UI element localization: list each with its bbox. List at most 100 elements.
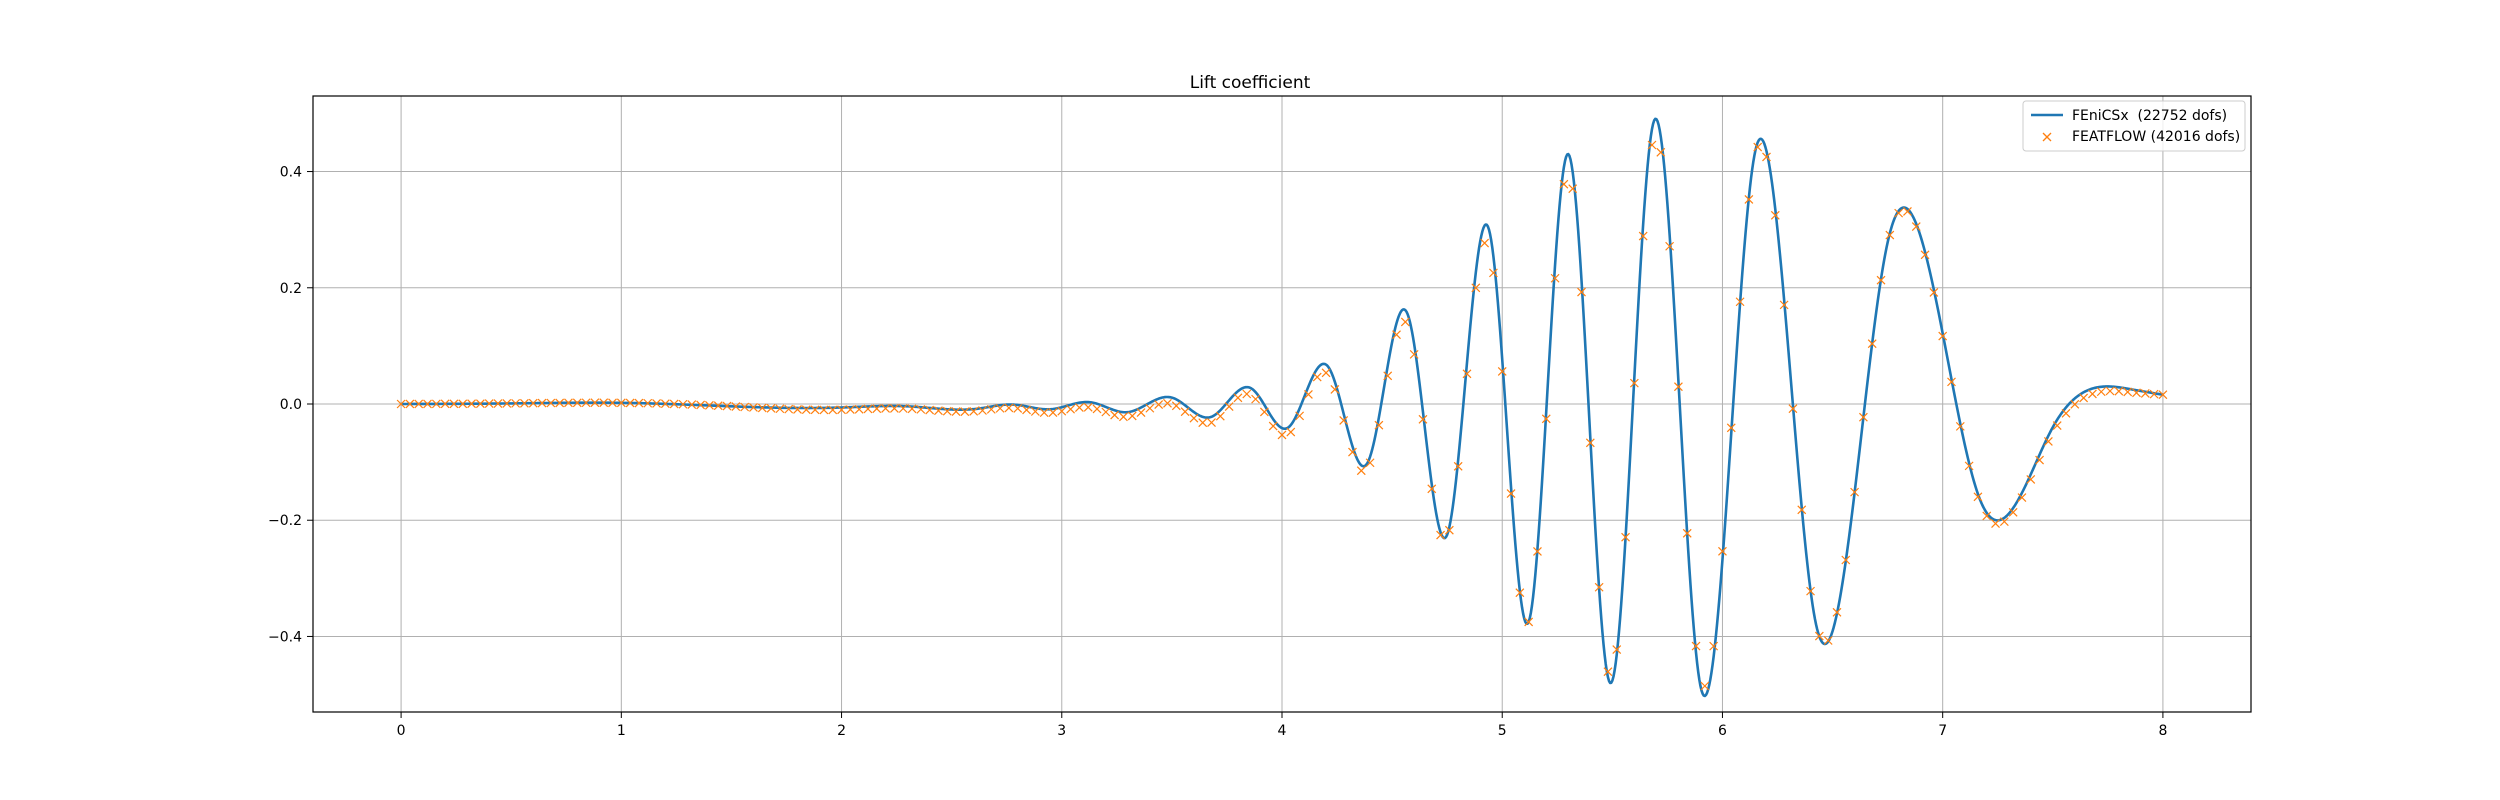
featflow-marker (2070, 399, 2080, 409)
x-tick-label: 1 (617, 723, 626, 739)
featflow-marker (1999, 517, 2009, 527)
featflow-marker (1823, 636, 1833, 645)
x-tick-label: 2 (837, 723, 846, 739)
x-tick-label: 7 (1938, 723, 1947, 739)
featflow-marker (1224, 402, 1234, 411)
featflow-marker (995, 403, 1005, 413)
featflow-marker (1198, 418, 1208, 428)
featflow-marker (2140, 389, 2150, 398)
featflow-marker (2061, 408, 2071, 418)
x-tick-label: 5 (1498, 723, 1507, 739)
featflow-marker (519, 398, 529, 408)
featflow-marker (1903, 207, 1912, 216)
featflow-marker (1286, 427, 1296, 437)
featflow-marker (1973, 492, 1983, 502)
featflow-marker (1268, 421, 1278, 431)
featflow-marker (572, 398, 582, 408)
featflow-marker (925, 405, 935, 415)
featflow-marker (1374, 420, 1384, 430)
featflow-marker (1779, 300, 1789, 310)
featflow-marker (969, 406, 979, 416)
featflow-marker (660, 399, 670, 409)
featflow-marker (898, 404, 908, 413)
featflow-marker (1691, 641, 1701, 651)
featflow-marker (1524, 617, 1534, 627)
featflow-marker (1110, 410, 1120, 420)
featflow-marker (704, 400, 714, 410)
featflow-marker (2123, 387, 2133, 397)
featflow-marker (1603, 667, 1613, 677)
y-tick-label: 0.2 (280, 281, 302, 297)
featflow-marker (1735, 297, 1745, 307)
featflow-marker (1004, 403, 1014, 413)
featflow-marker (502, 399, 512, 408)
featflow-marker (2008, 507, 2018, 517)
featflow-marker (599, 398, 609, 408)
featflow-marker (1955, 421, 1965, 431)
grid-lines (313, 96, 2251, 712)
featflow-marker (1612, 645, 1622, 655)
featflow-marker (1700, 681, 1710, 691)
featflow-marker (1444, 525, 1454, 535)
series-layer (396, 117, 2168, 698)
featflow-marker (1383, 371, 1393, 381)
featflow-marker (1339, 415, 1349, 425)
legend-fenicsx-label: FEniCSx (22752 dofs) (2072, 108, 2227, 124)
featflow-marker (2017, 493, 2027, 502)
featflow-marker (819, 405, 829, 415)
featflow-marker (1136, 408, 1146, 417)
featflow-marker (1453, 461, 1463, 471)
featflow-marker (1876, 275, 1886, 285)
featflow-marker (1127, 411, 1137, 421)
featflow-marker (1744, 195, 1754, 204)
featflow-marker (1215, 411, 1225, 421)
axis-ticks: 0 1 2 3 4 5 6 7 8 −0.4 −0.2 0.0 0.2 0.4 (268, 165, 2167, 739)
featflow-marker (951, 407, 961, 417)
featflow-marker (1163, 398, 1172, 408)
featflow-marker (1841, 555, 1851, 565)
featflow-marker (1585, 438, 1595, 448)
featflow-marker (405, 399, 415, 409)
featflow-marker (872, 404, 882, 414)
featflow-marker (1577, 287, 1586, 297)
featflow-marker (713, 401, 723, 411)
featflow-marker (555, 398, 565, 408)
featflow-marker (1629, 378, 1639, 388)
featflow-marker (1400, 317, 1410, 327)
featflow-marker (643, 398, 653, 408)
featflow-marker (1083, 402, 1093, 412)
featflow-marker (1348, 447, 1357, 457)
legend: FEniCSx (22752 dofs) FEATFLOW (42016 dof… (2022, 100, 2246, 152)
featflow-marker (1092, 404, 1102, 414)
featflow-marker (1885, 230, 1895, 240)
featflow-marker (722, 401, 732, 411)
featflow-marker (1321, 368, 1331, 378)
featflow-marker (1594, 582, 1604, 592)
featflow-marker (1119, 412, 1128, 422)
featflow-marker (889, 403, 899, 413)
featflow-marker (2149, 389, 2159, 399)
featflow-marker (1462, 369, 1472, 379)
featflow-marker (801, 405, 811, 415)
featflow-marker (793, 405, 802, 414)
featflow-marker (1233, 393, 1243, 403)
featflow-marker (1189, 413, 1199, 423)
featflow-marker (757, 403, 767, 413)
featflow-marker (2079, 393, 2089, 403)
featflow-marker (1356, 466, 1366, 476)
featflow-marker (784, 404, 794, 414)
featflow-marker (766, 403, 776, 413)
featflow-marker (1806, 586, 1815, 596)
featflow-marker (1471, 283, 1481, 293)
featflow-marker (2035, 455, 2045, 465)
featflow-marker (1964, 461, 1974, 471)
y-tick-label: −0.2 (268, 513, 302, 529)
featflow-marker (511, 398, 521, 408)
featflow-marker (1559, 179, 1569, 189)
y-tick-label: 0.4 (280, 165, 302, 181)
featflow-marker (845, 405, 855, 415)
featflow-marker (1832, 607, 1842, 617)
featflow-marker (458, 399, 468, 409)
featflow-marker (1312, 372, 1322, 382)
